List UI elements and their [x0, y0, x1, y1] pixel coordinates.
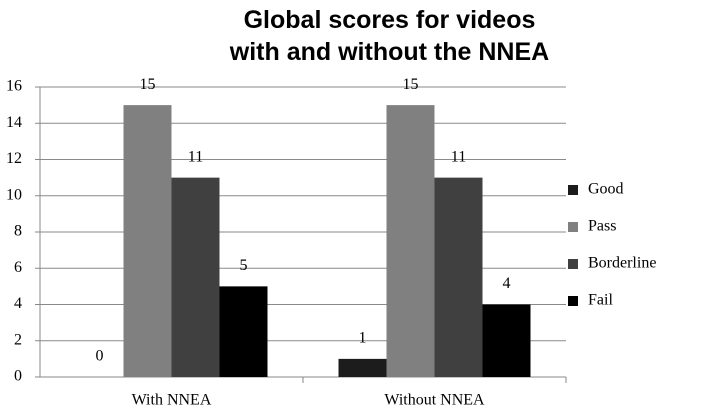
value-label: 15 [140, 76, 156, 93]
y-tick-label: 4 [14, 295, 22, 312]
value-label: 1 [359, 330, 367, 347]
legend-swatch [568, 296, 578, 306]
y-tick-label: 2 [14, 331, 22, 348]
y-tick-label: 0 [14, 368, 22, 385]
bar [386, 105, 435, 377]
value-label: 0 [96, 348, 104, 365]
legend-swatch [568, 222, 578, 232]
legend-label: Good [588, 181, 624, 198]
bar [482, 304, 531, 377]
legend-label: Pass [588, 218, 616, 235]
y-tick-label: 10 [6, 186, 22, 203]
chart-title: Global scores for videos with and withou… [229, 6, 550, 66]
value-label: 11 [188, 148, 203, 165]
x-tick-label: With NNEA [132, 392, 212, 409]
legend-swatch [568, 185, 578, 195]
y-tick-label: 8 [14, 223, 22, 240]
y-tick-label: 12 [6, 150, 22, 167]
x-tick-label: Without NNEA [384, 392, 485, 409]
bar [338, 358, 387, 377]
y-tick-label: 14 [6, 114, 22, 131]
bar [171, 177, 220, 377]
bar [123, 105, 172, 377]
bar [219, 286, 268, 377]
bar [434, 177, 483, 377]
legend-label: Fail [588, 292, 613, 309]
value-label: 15 [403, 76, 419, 93]
value-label: 4 [503, 275, 511, 292]
legend-swatch [568, 259, 578, 269]
y-tick-label: 16 [6, 78, 22, 95]
y-tick-label: 6 [14, 259, 22, 276]
value-label: 5 [240, 257, 248, 274]
value-label: 11 [451, 148, 466, 165]
legend-label: Borderline [588, 255, 656, 272]
